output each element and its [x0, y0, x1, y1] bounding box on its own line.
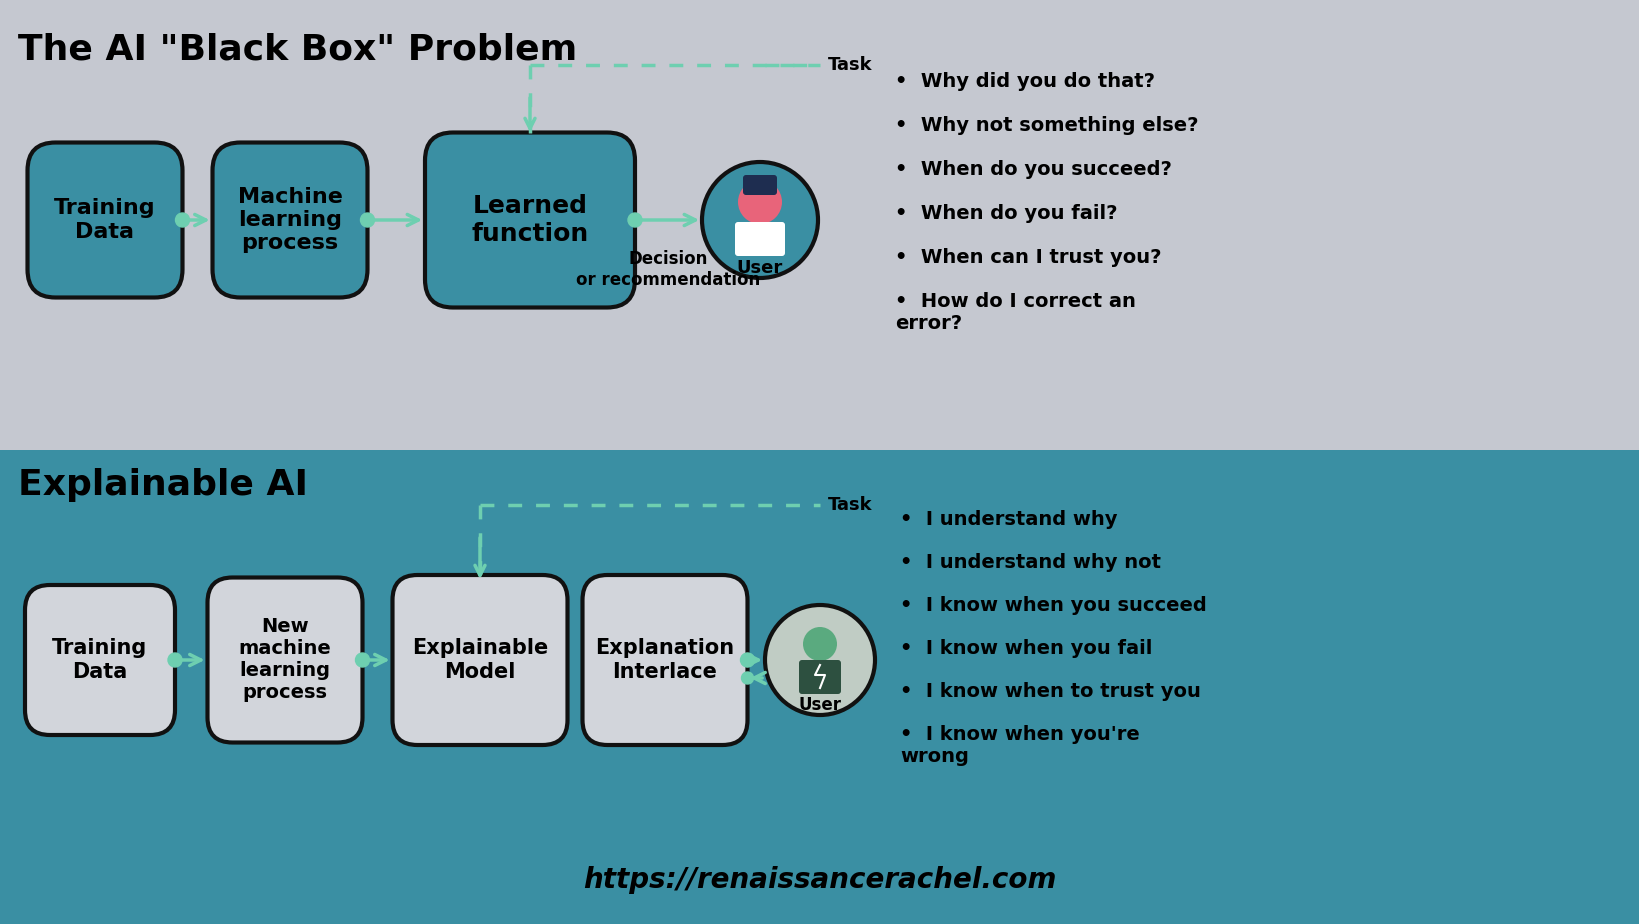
- Text: https://renaissancerachel.com: https://renaissancerachel.com: [583, 866, 1056, 894]
- Circle shape: [701, 162, 818, 278]
- Text: New
machine
learning
process: New machine learning process: [239, 617, 331, 702]
- FancyBboxPatch shape: [208, 578, 362, 743]
- Text: Decision
or recommendation: Decision or recommendation: [575, 250, 760, 289]
- Circle shape: [356, 653, 369, 667]
- Text: Task: Task: [828, 56, 872, 74]
- Circle shape: [741, 653, 754, 667]
- FancyBboxPatch shape: [742, 175, 777, 195]
- Text: •  When do you fail?: • When do you fail?: [895, 204, 1116, 223]
- Circle shape: [167, 653, 182, 667]
- FancyBboxPatch shape: [213, 142, 367, 298]
- Circle shape: [738, 180, 782, 224]
- Text: •  When do you succeed?: • When do you succeed?: [895, 160, 1172, 179]
- Circle shape: [803, 627, 836, 661]
- Text: Explanation
Interlace: Explanation Interlace: [595, 638, 734, 682]
- FancyBboxPatch shape: [425, 132, 634, 308]
- FancyBboxPatch shape: [25, 585, 175, 735]
- Circle shape: [175, 213, 190, 227]
- Text: User: User: [798, 696, 841, 714]
- Circle shape: [361, 213, 374, 227]
- FancyBboxPatch shape: [392, 575, 567, 745]
- Text: Task: Task: [828, 496, 872, 514]
- Bar: [0, 450, 1639, 924]
- Text: Explainable AI: Explainable AI: [18, 468, 308, 502]
- Circle shape: [741, 672, 752, 684]
- Text: User: User: [736, 259, 783, 277]
- Text: Training
Data: Training Data: [54, 199, 156, 241]
- Text: Learned
function: Learned function: [470, 194, 588, 246]
- Text: •  How do I correct an
error?: • How do I correct an error?: [895, 292, 1136, 333]
- Text: •  I understand why not: • I understand why not: [900, 553, 1160, 572]
- Text: •  When can I trust you?: • When can I trust you?: [895, 248, 1160, 267]
- Text: •  I know when you fail: • I know when you fail: [900, 639, 1152, 658]
- Text: •  I know when you succeed: • I know when you succeed: [900, 596, 1206, 615]
- Text: •  Why did you do that?: • Why did you do that?: [895, 72, 1154, 91]
- Bar: [0, 0, 1639, 450]
- Text: The AI "Black Box" Problem: The AI "Black Box" Problem: [18, 32, 577, 66]
- FancyBboxPatch shape: [734, 222, 785, 256]
- Text: Explainable
Model: Explainable Model: [411, 638, 547, 682]
- Text: •  I know when you're
wrong: • I know when you're wrong: [900, 725, 1139, 766]
- FancyBboxPatch shape: [28, 142, 182, 298]
- Text: Training
Data: Training Data: [52, 638, 148, 682]
- Text: •  I understand why: • I understand why: [900, 510, 1116, 529]
- Text: •  Why not something else?: • Why not something else?: [895, 116, 1198, 135]
- Text: •  I know when to trust you: • I know when to trust you: [900, 682, 1200, 701]
- Circle shape: [628, 213, 641, 227]
- Circle shape: [764, 605, 875, 715]
- FancyBboxPatch shape: [798, 660, 841, 694]
- Text: Machine
learning
process: Machine learning process: [238, 187, 343, 253]
- FancyBboxPatch shape: [582, 575, 747, 745]
